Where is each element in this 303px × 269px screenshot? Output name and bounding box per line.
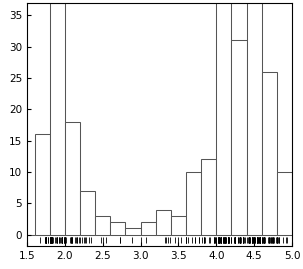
Bar <box>95 216 110 235</box>
Bar <box>262 72 277 235</box>
Bar <box>186 172 201 235</box>
Bar <box>247 0 262 235</box>
Bar <box>141 222 156 235</box>
Bar <box>201 160 216 235</box>
Bar <box>156 210 171 235</box>
Bar <box>65 122 80 235</box>
Bar <box>171 216 186 235</box>
Bar <box>110 222 125 235</box>
Bar <box>35 134 50 235</box>
Bar <box>125 228 141 235</box>
Bar <box>216 0 231 235</box>
Bar <box>80 191 95 235</box>
Bar <box>231 40 247 235</box>
Bar <box>277 172 292 235</box>
Bar <box>50 3 65 235</box>
